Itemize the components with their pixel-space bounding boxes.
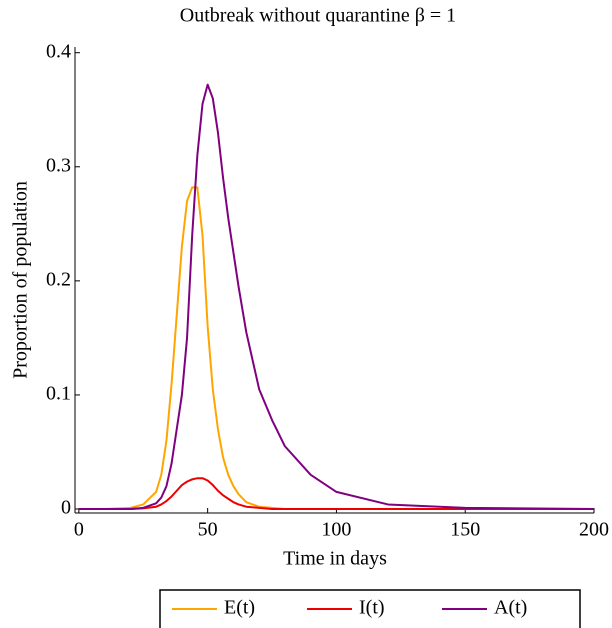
- legend-label: E(t): [224, 597, 255, 619]
- y-tick-label: 0.4: [46, 40, 71, 62]
- x-tick-label: 50: [198, 519, 218, 541]
- x-axis-label: Time in days: [283, 548, 387, 570]
- chart-title: Outbreak without quarantine β = 1: [180, 5, 456, 27]
- x-tick-label: 200: [579, 519, 609, 541]
- y-tick-label: 0.3: [46, 154, 71, 176]
- y-tick-label: 0: [61, 497, 71, 519]
- y-axis-label: Proportion of population: [10, 181, 32, 379]
- y-tick-label: 0.1: [46, 383, 71, 405]
- series-line: [78, 477, 594, 511]
- legend-label: I(t): [359, 597, 385, 619]
- x-tick-label: 100: [321, 519, 351, 541]
- series-line: [78, 83, 595, 511]
- y-tick-label: 0.2: [46, 268, 71, 290]
- legend-box: [159, 589, 581, 628]
- x-tick-label: 150: [450, 519, 480, 541]
- legend-label: A(t): [494, 597, 527, 619]
- x-tick-label: 0: [74, 519, 84, 541]
- series-line: [78, 186, 594, 511]
